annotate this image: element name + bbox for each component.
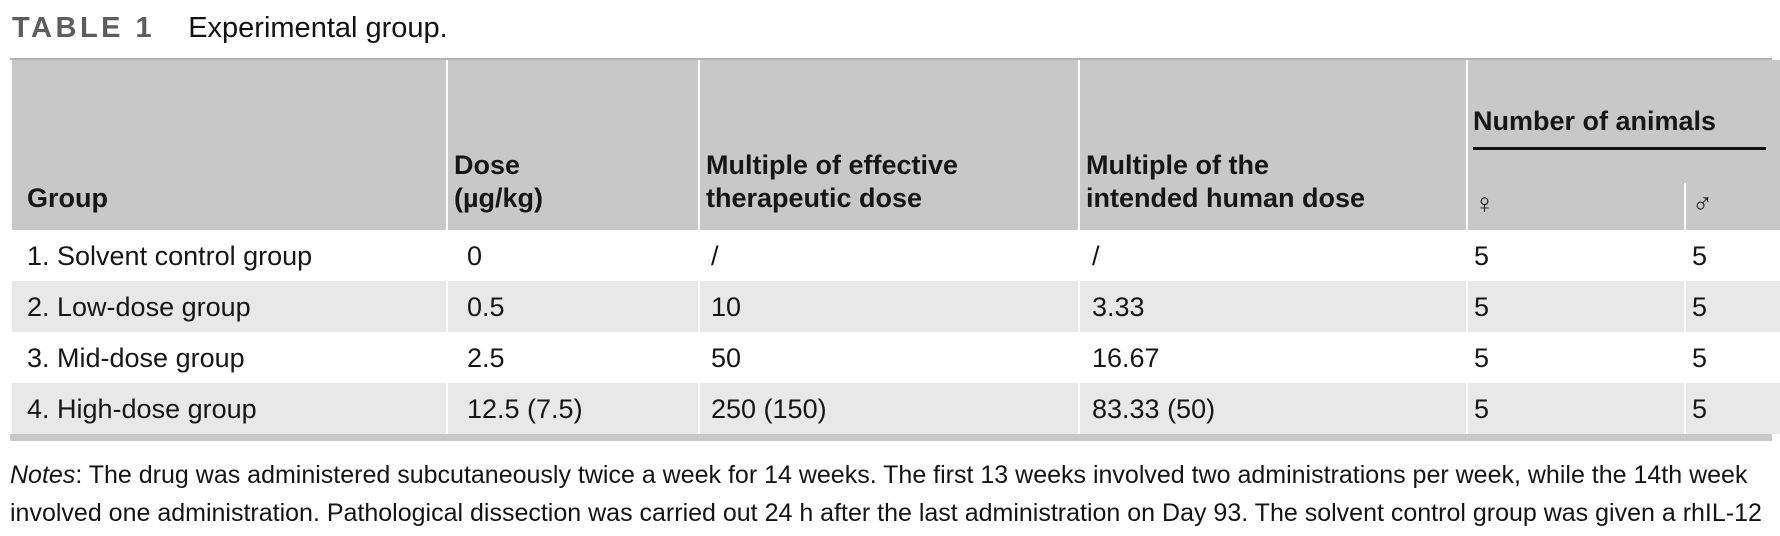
cell-dose: 0 <box>448 230 698 281</box>
experimental-group-table: Group Dose (µg/kg) Multiple of effective… <box>10 60 1780 434</box>
cell-male-count: 5 <box>1686 230 1780 281</box>
cell-multiple-effective: 50 <box>700 332 1078 383</box>
cell-male-count: 5 <box>1686 383 1780 434</box>
cell-male-count: 5 <box>1686 281 1780 332</box>
cell-female-count: 5 <box>1468 281 1684 332</box>
column-header-multiple-human: Multiple of the intended human dose <box>1080 60 1466 230</box>
cell-dose: 2.5 <box>448 332 698 383</box>
table-row: 4. High-dose group 12.5 (7.5) 250 (150) … <box>12 383 1780 434</box>
cell-dose: 12.5 (7.5) <box>448 383 698 434</box>
cell-female-count: 5 <box>1468 230 1684 281</box>
cell-multiple-human: / <box>1080 230 1466 281</box>
table-row: 1. Solvent control group 0 / / 5 5 <box>12 230 1780 281</box>
cell-female-count: 5 <box>1468 383 1684 434</box>
column-header-group: Group <box>12 60 446 230</box>
male-icon: ♂ <box>1692 188 1713 219</box>
table-title: TABLE 1 Experimental group. <box>12 12 1770 45</box>
cell-multiple-human: 83.33 (50) <box>1080 383 1466 434</box>
number-of-animals-label: Number of animals <box>1473 105 1766 150</box>
experimental-group-table-wrap: Group Dose (µg/kg) Multiple of effective… <box>10 58 1780 441</box>
female-icon: ♀ <box>1474 188 1495 219</box>
cell-multiple-effective: 10 <box>700 281 1078 332</box>
cell-group: 2. Low-dose group <box>12 281 446 332</box>
table-row: 3. Mid-dose group 2.5 50 16.67 5 5 <box>12 332 1780 383</box>
cell-multiple-effective: 250 (150) <box>700 383 1078 434</box>
table-top-rule <box>10 58 1772 60</box>
table-number-label: TABLE 1 <box>12 12 156 44</box>
cell-multiple-human: 3.33 <box>1080 281 1466 332</box>
column-header-male: ♂ <box>1686 183 1780 230</box>
column-group-number-of-animals: Number of animals <box>1468 60 1780 183</box>
cell-group: 4. High-dose group <box>12 383 446 434</box>
notes-label: Notes <box>10 461 76 489</box>
table-row: 2. Low-dose group 0.5 10 3.33 5 5 <box>12 281 1780 332</box>
cell-dose: 0.5 <box>448 281 698 332</box>
column-header-dose: Dose (µg/kg) <box>448 60 698 230</box>
notes-text: : The drug was administered subcutaneous… <box>10 461 1762 527</box>
column-header-multiple-effective: Multiple of effective therapeutic dose <box>700 60 1078 230</box>
cell-multiple-effective: / <box>700 230 1078 281</box>
column-header-female: ♀ <box>1468 183 1684 230</box>
cell-male-count: 5 <box>1686 332 1780 383</box>
cell-group: 3. Mid-dose group <box>12 332 446 383</box>
cell-group: 1. Solvent control group <box>12 230 446 281</box>
table-caption: Experimental group. <box>188 12 448 44</box>
table-bottom-rule <box>10 434 1772 441</box>
cell-multiple-human: 16.67 <box>1080 332 1466 383</box>
cell-female-count: 5 <box>1468 332 1684 383</box>
table-header: Group Dose (µg/kg) Multiple of effective… <box>12 60 1780 230</box>
table-body: 1. Solvent control group 0 / / 5 5 2. Lo… <box>12 230 1780 434</box>
table-notes: Notes: The drug was administered subcuta… <box>10 456 1770 536</box>
